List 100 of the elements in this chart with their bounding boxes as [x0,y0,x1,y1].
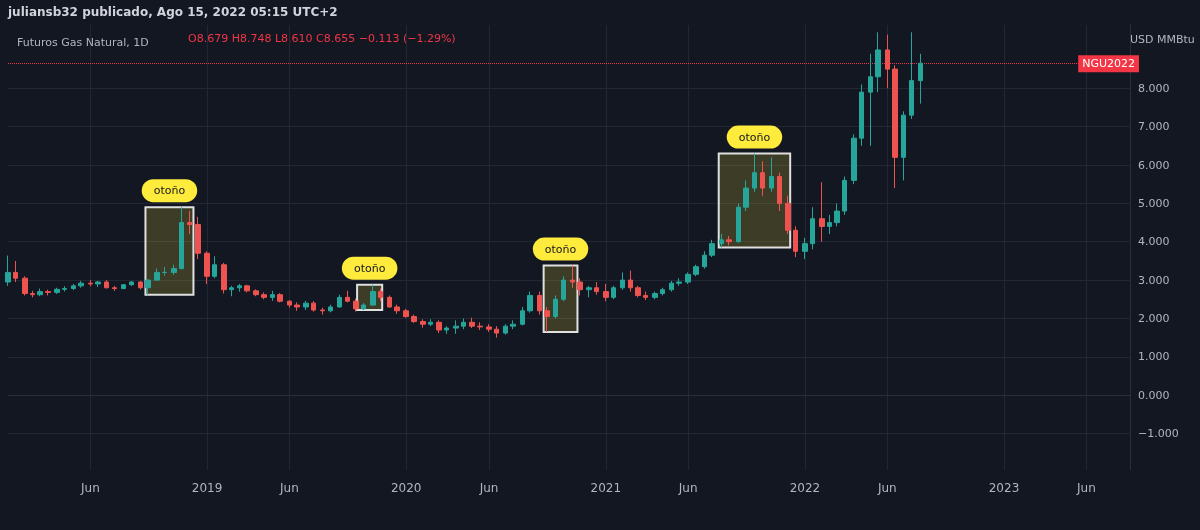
candlestick [494,325,499,339]
band-label: otoño [738,130,771,144]
candlestick [361,302,366,311]
candlestick [45,289,51,296]
candlestick [868,53,873,147]
candlestick [328,304,333,313]
candlestick [736,202,741,244]
band-label: otoño [153,184,186,198]
candlestick [851,133,857,185]
candlestick [171,264,177,276]
candlestick [129,280,134,287]
candlestick [253,288,259,297]
x-tick-label: Jun [279,481,299,495]
candlestick [875,31,881,93]
candlestick [760,160,765,197]
candlestick [22,275,28,296]
x-tick-label: 2020 [390,481,422,495]
candlestick [577,277,583,296]
annotation: O8.679 H8.748 L8.610 C8.655 −0.113 (−1.29%) [188,32,456,45]
candlestick [918,53,923,105]
candlestick [859,83,864,147]
candlestick [121,283,126,290]
candlestick [676,277,682,287]
candlestick [394,304,400,315]
candlestick [834,202,840,227]
y-tick-label: 2.000 [1138,311,1170,325]
candlestick [537,291,542,316]
x-tick-label: Jun [677,481,698,495]
y-tick-label: 5.000 [1138,196,1170,210]
candlestick [13,260,18,283]
candlestick [643,291,648,301]
y-axis-title: USD MMBtu [1130,33,1195,46]
candlestick [527,291,533,314]
candlestick [477,321,483,331]
candlestick [752,153,757,193]
candlestick [901,110,906,181]
candlestick [461,317,466,330]
candlestick [453,319,459,335]
candlestick [553,294,558,319]
candlestick [195,216,201,260]
candlestick [204,250,210,285]
x-tick-label: Jun [478,481,499,495]
candlestick [5,255,11,287]
y-tick-label: 6.000 [1138,158,1170,172]
candlestick [635,285,641,298]
candlestick [726,235,732,247]
candlestick [469,317,475,329]
candlestick [885,34,890,89]
candlestick [810,206,815,250]
y-tick-label: 7.000 [1138,120,1170,134]
candlestick [603,283,609,302]
candlestick [685,271,691,285]
candlestick [892,64,898,189]
x-tick-label: Jun [876,481,897,495]
candlestick [411,314,417,324]
candlestick [179,206,184,270]
candlestick [570,265,575,289]
candlestick [54,287,60,295]
candlestick [138,280,143,290]
candlestick [586,285,592,298]
candlestick [277,292,283,303]
y-tick-label: 3.000 [1138,273,1170,287]
y-tick-label: 1.000 [1138,350,1170,364]
candlestick [660,287,665,296]
candlestick [378,288,383,302]
candlestick [303,300,309,311]
candlestick [229,285,234,297]
candlestick [88,279,93,287]
candlestick [294,301,300,312]
x-tick-label: 2021 [590,481,622,495]
candlestick [145,278,151,296]
candlestick [444,325,449,335]
candlestick [270,290,275,302]
candlestick [802,237,808,260]
candlestick [652,291,658,300]
y-tick-label: 4.000 [1138,235,1170,249]
x-tick-label: Jun [79,481,100,495]
candlestick [486,323,492,333]
candlestick [261,291,267,300]
candlestick [428,318,433,327]
candlestick [104,279,109,290]
candlestick [503,323,508,336]
candlestick [628,270,633,293]
text: juliansb32 publicado, Ago 15, 2022 05:15 UTC+2 [7,5,338,19]
candlestick [244,284,250,293]
candlestick [71,283,76,291]
candlestick [403,308,409,319]
y-tick-label: −1.000 [1138,427,1179,441]
candlestick [842,176,847,216]
candlestick [420,318,426,329]
candlestick [827,214,832,235]
candlestick [909,31,914,120]
candlestick [819,181,825,243]
candlestick [187,210,193,235]
candlestick [221,262,227,295]
candlestick [436,319,442,334]
candlestick [520,306,525,326]
x-tick-label: 2023 [988,481,1020,495]
candlestick [387,294,392,309]
candlestick [719,233,724,248]
